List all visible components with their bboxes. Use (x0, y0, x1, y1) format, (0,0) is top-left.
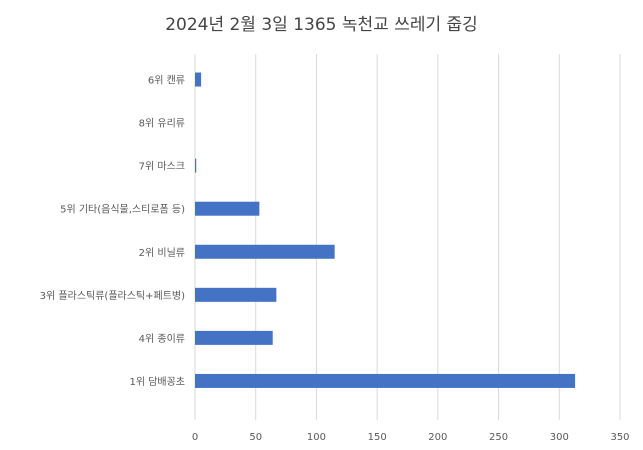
category-label: 4위 종이류 (139, 332, 185, 345)
category-label: 5위 기타(음식물,스티로폼 등) (60, 203, 185, 216)
x-tick-label: 200 (428, 432, 447, 443)
category-label: 6위 캔류 (148, 74, 185, 87)
gridlines (194, 54, 621, 420)
x-tick-label: 50 (249, 432, 262, 443)
x-tick-label: 0 (192, 432, 198, 443)
category-label: 1위 담배꽁초 (129, 375, 185, 388)
category-label: 7위 마스크 (139, 160, 185, 173)
bar (195, 158, 197, 173)
x-tick-label: 350 (610, 432, 629, 443)
x-tick-label: 150 (368, 432, 387, 443)
bar (195, 373, 576, 388)
category-label: 2위 비닐류 (139, 246, 185, 259)
chart-title: 2024년 2월 3일 1365 녹천교 쓰레기 줍깅 (165, 15, 478, 35)
x-tick-label: 250 (489, 432, 508, 443)
bar (195, 72, 202, 87)
bar (195, 330, 273, 345)
category-labels: 6위 캔류 8위 유리류 7위 마스크 5위 기타(음식물,스티로폼 등) 2위 비닐류… (40, 74, 185, 388)
x-tick-label: 300 (550, 432, 569, 443)
bars (195, 72, 576, 388)
bar (195, 244, 335, 259)
category-label: 3위 플라스틱류(플라스틱+페트병) (40, 289, 185, 302)
bar (195, 287, 277, 302)
x-tick-labels: 0 50 100 150 200 250 300 350 (192, 432, 630, 443)
x-tick-label: 100 (307, 432, 326, 443)
category-label: 8위 유리류 (139, 117, 185, 130)
bar (195, 201, 260, 216)
